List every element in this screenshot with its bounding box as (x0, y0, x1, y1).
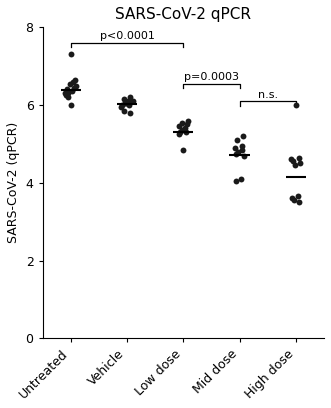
Y-axis label: SARS-CoV-2 (qPCR): SARS-CoV-2 (qPCR) (7, 122, 20, 244)
Point (290, 158, 296, 165)
Point (66, 90, 71, 97)
Text: p=0.0003: p=0.0003 (184, 72, 239, 82)
Point (297, 199, 302, 206)
Point (296, 154, 301, 161)
Point (125, 98, 131, 104)
Point (234, 177, 239, 184)
Point (185, 121, 190, 128)
Point (292, 162, 298, 169)
Point (70, 78, 75, 85)
Point (291, 197, 296, 204)
Point (121, 96, 126, 102)
Point (69, 88, 74, 95)
Text: p<0.0001: p<0.0001 (100, 31, 155, 41)
Point (128, 94, 133, 100)
Point (293, 102, 299, 108)
Point (130, 98, 135, 104)
Point (176, 131, 181, 137)
Point (72, 77, 78, 83)
Point (67, 80, 72, 87)
Point (241, 152, 247, 159)
Point (65, 94, 71, 100)
Point (185, 118, 190, 124)
Point (232, 144, 238, 151)
Point (235, 137, 240, 143)
Point (119, 104, 124, 110)
Point (122, 100, 127, 106)
Point (181, 146, 186, 153)
Point (120, 102, 125, 108)
Point (127, 110, 132, 116)
Point (63, 90, 68, 97)
Point (235, 149, 241, 155)
Point (64, 92, 69, 99)
Point (68, 51, 73, 58)
Point (183, 129, 189, 135)
Point (126, 102, 132, 108)
Point (178, 129, 183, 135)
Point (123, 100, 128, 106)
Point (69, 102, 74, 108)
Point (179, 119, 184, 126)
Point (233, 151, 238, 157)
Title: SARS-CoV-2 qPCR: SARS-CoV-2 qPCR (115, 7, 251, 22)
Point (298, 160, 303, 166)
Point (177, 123, 182, 130)
Point (240, 133, 246, 140)
Point (182, 125, 188, 132)
Point (289, 195, 295, 202)
Point (238, 176, 243, 182)
Point (289, 156, 294, 163)
Point (295, 193, 300, 200)
Point (71, 84, 77, 91)
Point (74, 82, 79, 89)
Point (240, 143, 245, 149)
Point (65, 86, 70, 93)
Text: n.s.: n.s. (258, 90, 278, 100)
Point (239, 146, 245, 153)
Point (179, 127, 185, 133)
Point (121, 108, 127, 114)
